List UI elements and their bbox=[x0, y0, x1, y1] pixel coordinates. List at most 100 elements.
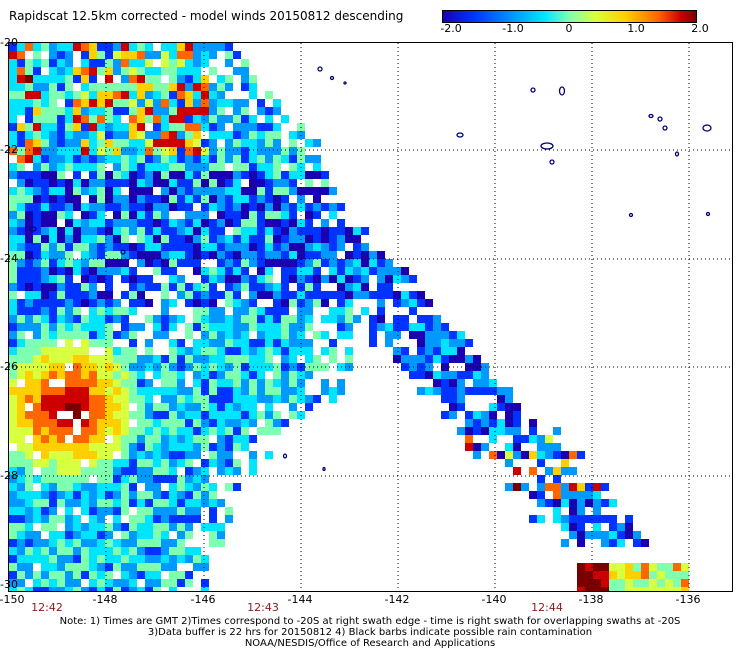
wind-cell bbox=[265, 91, 273, 99]
wind-cell bbox=[193, 75, 201, 83]
wind-cell bbox=[169, 323, 177, 331]
wind-cell bbox=[209, 411, 217, 419]
wind-cell bbox=[209, 379, 217, 387]
wind-cell bbox=[89, 275, 97, 283]
wind-cell bbox=[345, 267, 353, 275]
wind-cell bbox=[17, 571, 25, 579]
wind-cell bbox=[249, 379, 257, 387]
wind-cell bbox=[33, 403, 41, 411]
wind-cell bbox=[145, 251, 153, 259]
wind-cell bbox=[185, 227, 193, 235]
wind-cell bbox=[465, 419, 473, 427]
wind-cell bbox=[177, 419, 185, 427]
wind-cell bbox=[481, 371, 489, 379]
wind-cell bbox=[249, 131, 257, 139]
wind-cell bbox=[65, 211, 73, 219]
wind-cell bbox=[201, 251, 209, 259]
wind-cell bbox=[161, 315, 169, 323]
wind-cell bbox=[217, 315, 225, 323]
wind-cell bbox=[513, 411, 521, 419]
wind-cell bbox=[57, 387, 65, 395]
wind-cell bbox=[313, 283, 321, 291]
wind-cell bbox=[121, 251, 129, 259]
wind-cell bbox=[65, 563, 73, 571]
wind-cell bbox=[121, 195, 129, 203]
wind-cell bbox=[265, 219, 273, 227]
wind-cell bbox=[281, 195, 289, 203]
wind-cell bbox=[225, 299, 233, 307]
wind-cell bbox=[57, 539, 65, 547]
wind-cell bbox=[329, 339, 337, 347]
wind-cell bbox=[73, 131, 81, 139]
wind-cell bbox=[193, 259, 201, 267]
wind-cell bbox=[289, 291, 297, 299]
wind-cell bbox=[217, 75, 225, 83]
wind-cell bbox=[17, 163, 25, 171]
wind-cell bbox=[41, 267, 49, 275]
wind-cell bbox=[49, 555, 57, 563]
wind-cell bbox=[17, 347, 25, 355]
wind-cell bbox=[257, 219, 265, 227]
wind-cell bbox=[97, 515, 105, 523]
wind-cell bbox=[89, 579, 97, 587]
wind-cell bbox=[257, 387, 265, 395]
wind-cell bbox=[345, 235, 353, 243]
wind-cell bbox=[313, 203, 321, 211]
wind-cell bbox=[129, 539, 137, 547]
wind-cell bbox=[257, 395, 265, 403]
wind-cell bbox=[273, 235, 281, 243]
wind-cell bbox=[473, 379, 481, 387]
wind-cell bbox=[257, 131, 265, 139]
wind-cell bbox=[185, 259, 193, 267]
wind-cell bbox=[625, 515, 633, 523]
wind-cell bbox=[273, 419, 281, 427]
wind-cell bbox=[41, 475, 49, 483]
wind-cell bbox=[265, 403, 273, 411]
wind-cell bbox=[353, 251, 361, 259]
wind-cell bbox=[33, 267, 41, 275]
wind-cell bbox=[345, 259, 353, 267]
wind-cell bbox=[57, 275, 65, 283]
wind-cell bbox=[97, 123, 105, 131]
wind-cell bbox=[281, 155, 289, 163]
wind-cell bbox=[17, 83, 25, 91]
wind-cell bbox=[81, 547, 89, 555]
wind-cell bbox=[97, 211, 105, 219]
wind-cell bbox=[177, 171, 185, 179]
wind-cell bbox=[209, 427, 217, 435]
wind-cell bbox=[505, 451, 513, 459]
wind-cell bbox=[169, 195, 177, 203]
wind-cell bbox=[209, 155, 217, 163]
wind-cell bbox=[177, 123, 185, 131]
wind-cell bbox=[129, 51, 137, 59]
wind-cell bbox=[593, 531, 601, 539]
wind-cell bbox=[65, 379, 73, 387]
wind-cell bbox=[41, 339, 49, 347]
wind-cell bbox=[209, 219, 217, 227]
wind-cell bbox=[129, 379, 137, 387]
wind-cell bbox=[201, 491, 209, 499]
wind-cell bbox=[81, 83, 89, 91]
wind-cell bbox=[249, 195, 257, 203]
wind-cell bbox=[249, 419, 257, 427]
wind-cell bbox=[25, 571, 33, 579]
wind-cell bbox=[9, 379, 17, 387]
wind-cell bbox=[289, 187, 297, 195]
wind-cell bbox=[97, 579, 105, 587]
wind-cell bbox=[9, 83, 17, 91]
wind-cell bbox=[97, 387, 105, 395]
wind-cell bbox=[137, 219, 145, 227]
wind-cell bbox=[185, 355, 193, 363]
wind-cell bbox=[25, 355, 33, 363]
wind-cell bbox=[41, 219, 49, 227]
wind-cell bbox=[217, 523, 225, 531]
wind-cell bbox=[129, 499, 137, 507]
wind-cell bbox=[305, 395, 313, 403]
wind-cell bbox=[105, 427, 113, 435]
wind-cell bbox=[113, 139, 121, 147]
wind-cell bbox=[97, 507, 105, 515]
wind-cell bbox=[113, 115, 121, 123]
wind-cell bbox=[201, 371, 209, 379]
wind-cell bbox=[193, 163, 201, 171]
wind-cell bbox=[177, 387, 185, 395]
